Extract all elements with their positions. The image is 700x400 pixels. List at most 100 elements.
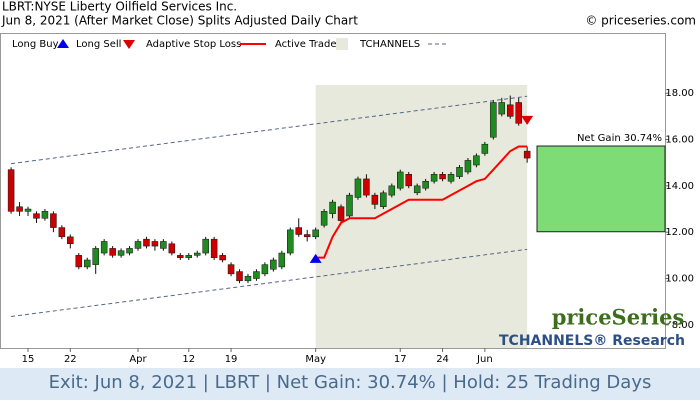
candle-body <box>67 236 74 245</box>
net-gain-label: Net Gain 30.74% <box>577 133 662 144</box>
candle-body <box>160 241 167 249</box>
candle-body <box>210 238 218 258</box>
candle-body <box>430 174 438 182</box>
chart-subtitle: Jun 8, 2021 (After Market Close) Splits … <box>1 14 358 28</box>
candle-body <box>50 213 57 228</box>
legend-label: Long Sell <box>76 39 121 50</box>
stop-loss-line <box>315 145 528 259</box>
candle-body <box>481 143 489 154</box>
candle-body <box>447 174 455 182</box>
candle-body <box>177 255 184 258</box>
candle-body <box>253 271 260 279</box>
candle-body <box>346 194 353 217</box>
x-tick-label: 17 <box>394 354 407 365</box>
trade-marker <box>521 115 534 125</box>
x-tick-label: Jun <box>476 354 493 365</box>
candle-body <box>456 167 463 177</box>
candle-body <box>185 255 193 258</box>
candle-body <box>270 259 277 270</box>
candle-body <box>75 255 83 268</box>
candle-body <box>464 160 472 173</box>
x-tick-label: 22 <box>64 354 77 365</box>
candle-body <box>24 208 32 212</box>
y-tick-label: 14.00 <box>665 181 694 192</box>
candle-body <box>490 102 497 138</box>
candle-body <box>244 275 252 282</box>
candle-body <box>312 229 319 238</box>
brand-sub: TCHANNELS® Research <box>499 333 685 349</box>
footer: Exit: Jun 8, 2021 | LBRT | Net Gain: 30.… <box>49 372 652 393</box>
legend-marker <box>123 40 135 49</box>
legend-label: Adaptive Stop Loss <box>146 39 241 50</box>
candle-body <box>202 238 209 254</box>
candle-body <box>422 180 429 189</box>
candle-body <box>371 194 379 205</box>
x-tick-label: 12 <box>182 354 195 365</box>
candle-body <box>523 150 531 159</box>
legend-label: Active Trade <box>275 39 337 50</box>
candle-body <box>92 248 99 265</box>
y-tick-label: 18.00 <box>665 88 694 99</box>
candle-body <box>380 192 387 207</box>
candle-body <box>397 171 404 189</box>
x-tick-label: May <box>305 354 326 365</box>
y-tick-label: 8.00 <box>672 320 694 331</box>
x-tick-label: 24 <box>436 354 449 365</box>
y-tick-label: 16.00 <box>665 135 694 146</box>
trade-marker <box>309 253 322 263</box>
candle-body <box>363 178 370 196</box>
candle-body <box>473 155 480 166</box>
candle-body <box>405 174 412 187</box>
net-gain-box <box>536 145 666 233</box>
candle-body <box>329 201 336 214</box>
candle-body <box>236 271 243 282</box>
candle-body <box>100 241 108 254</box>
source: © priceseries.com <box>585 14 696 28</box>
x-tick-label: Apr <box>129 354 147 365</box>
candle-body <box>109 248 116 256</box>
candle-body <box>320 211 328 226</box>
candle-body <box>134 241 142 249</box>
brand: priceSeries <box>552 305 685 330</box>
candle-body <box>41 211 49 219</box>
candle-body <box>143 238 150 247</box>
candle-body <box>388 185 396 196</box>
x-tick-label: 15 <box>22 354 35 365</box>
candle-body <box>337 206 345 221</box>
candle-body <box>439 174 446 180</box>
candle-body <box>33 213 40 219</box>
x-tick-label: 19 <box>225 354 238 365</box>
candle-body <box>168 243 176 254</box>
candle-body <box>354 178 362 198</box>
candle-body <box>261 264 269 275</box>
candle-body <box>303 234 311 238</box>
channel-line <box>11 95 528 165</box>
legend-label: TCHANNELS <box>359 39 420 50</box>
candle-body <box>287 229 294 254</box>
candle-body <box>295 227 302 235</box>
candle-body <box>219 255 226 261</box>
candle-body <box>506 104 514 117</box>
candle-body <box>7 169 15 212</box>
legend-label: Long Buy <box>12 39 59 50</box>
candle-body <box>515 102 522 124</box>
candle-body <box>227 264 235 275</box>
candle-body <box>193 252 201 256</box>
candle-body <box>58 227 66 238</box>
candle-body <box>498 102 506 115</box>
candle-body <box>151 241 159 247</box>
chart-title: LBRT:NYSE Liberty Oilfield Services Inc. <box>2 0 237 14</box>
y-tick-label: 10.00 <box>665 274 694 285</box>
legend-marker <box>57 39 69 48</box>
candle-body <box>117 250 125 256</box>
candle-body <box>278 252 286 268</box>
candle-body <box>83 259 91 268</box>
legend-swatch <box>336 38 348 50</box>
candle-body <box>16 206 23 212</box>
candle-body <box>413 185 421 194</box>
channel-line <box>11 248 528 317</box>
footer-band <box>0 368 700 400</box>
candle-body <box>126 248 133 254</box>
y-tick-label: 12.00 <box>665 227 694 238</box>
